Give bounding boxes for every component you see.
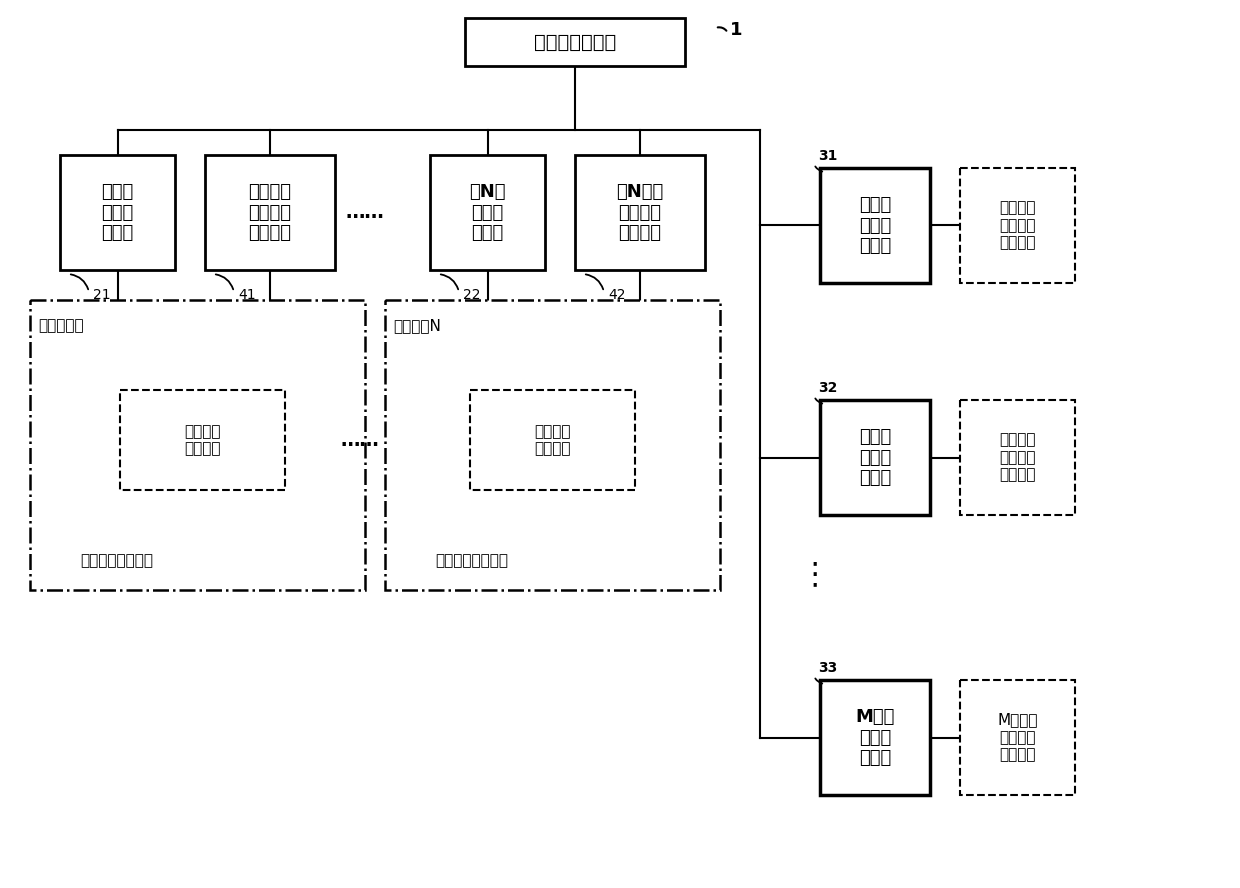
Bar bbox=[30, 300, 365, 590]
Bar bbox=[205, 155, 335, 270]
Text: 32: 32 bbox=[818, 381, 837, 395]
Bar bbox=[820, 680, 930, 795]
Text: 二楼外呼
按键（电
梯自有）: 二楼外呼 按键（电 梯自有） bbox=[999, 432, 1035, 482]
Bar bbox=[120, 390, 285, 490]
Text: 电梯楼层
控制键盘: 电梯楼层 控制键盘 bbox=[185, 424, 221, 456]
Text: 第一外接
式电梯楼
层控制器: 第一外接 式电梯楼 层控制器 bbox=[248, 183, 291, 242]
Text: 一楼外
呼控制
检测器: 一楼外 呼控制 检测器 bbox=[859, 195, 892, 256]
Text: 42: 42 bbox=[608, 288, 625, 302]
Text: ⋮: ⋮ bbox=[800, 560, 831, 590]
Text: ……: …… bbox=[341, 431, 379, 449]
Bar bbox=[465, 18, 684, 66]
Bar bbox=[960, 680, 1075, 795]
Bar bbox=[430, 155, 546, 270]
Bar bbox=[60, 155, 175, 270]
Bar bbox=[960, 168, 1075, 283]
Text: 二楼外
呼控制
检测器: 二楼外 呼控制 检测器 bbox=[859, 428, 892, 488]
Text: 第N电
梯状态
检测器: 第N电 梯状态 检测器 bbox=[469, 183, 506, 242]
Text: 第N外接
式电梯楼
层控制器: 第N外接 式电梯楼 层控制器 bbox=[616, 183, 663, 242]
Text: 电梯调度控制器: 电梯调度控制器 bbox=[534, 33, 616, 52]
Text: 电梯自有控制中心: 电梯自有控制中心 bbox=[81, 553, 153, 568]
Text: 1: 1 bbox=[730, 21, 743, 39]
Text: 电梯自有控制中心: 电梯自有控制中心 bbox=[435, 553, 508, 568]
Bar bbox=[820, 400, 930, 515]
Bar bbox=[820, 168, 930, 283]
Text: 电梯楼层
控制键盘: 电梯楼层 控制键盘 bbox=[534, 424, 570, 456]
Text: 电梯轿厢一: 电梯轿厢一 bbox=[38, 318, 83, 333]
Text: 第一电
梯状态
检测器: 第一电 梯状态 检测器 bbox=[102, 183, 134, 242]
Text: 31: 31 bbox=[818, 149, 837, 163]
Text: 一楼外呼
按键（电
梯自有）: 一楼外呼 按键（电 梯自有） bbox=[999, 201, 1035, 250]
Text: 41: 41 bbox=[238, 288, 255, 302]
Text: 电梯轿厢N: 电梯轿厢N bbox=[393, 318, 441, 333]
Text: 21: 21 bbox=[93, 288, 110, 302]
Text: M楼外呼
按键（电
梯自有）: M楼外呼 按键（电 梯自有） bbox=[997, 712, 1038, 763]
Text: 33: 33 bbox=[818, 661, 837, 675]
Text: 22: 22 bbox=[463, 288, 481, 302]
Bar bbox=[470, 390, 635, 490]
Bar bbox=[960, 400, 1075, 515]
Bar bbox=[575, 155, 706, 270]
Text: ……: …… bbox=[346, 202, 384, 221]
Bar bbox=[384, 300, 720, 590]
Text: M楼外
呼控制
检测器: M楼外 呼控制 检测器 bbox=[856, 708, 895, 767]
